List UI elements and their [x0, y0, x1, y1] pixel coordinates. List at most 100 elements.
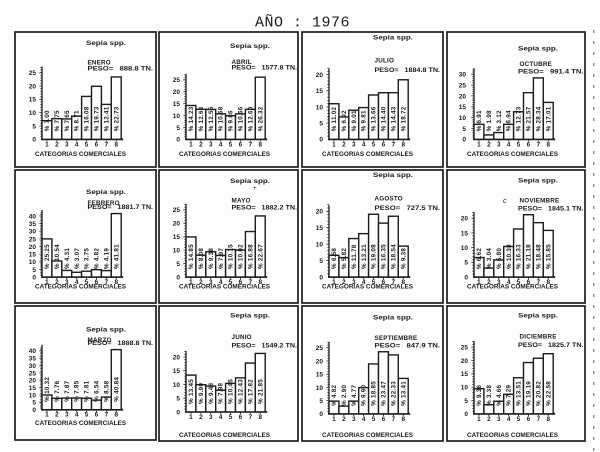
svg-text:7: 7 — [392, 141, 396, 148]
svg-text:% 22.73: % 22.73 — [113, 106, 120, 131]
svg-text:6: 6 — [95, 279, 99, 286]
svg-text:10: 10 — [173, 113, 181, 120]
svg-text:15: 15 — [461, 230, 469, 237]
svg-text:% 12.73: % 12.73 — [516, 106, 523, 131]
svg-text:Sepia spp.: Sepia spp. — [86, 327, 126, 334]
svg-text:5: 5 — [319, 398, 323, 405]
svg-text:% 18.85: % 18.85 — [371, 381, 378, 406]
svg-text:% 4.77: % 4.77 — [351, 384, 358, 405]
svg-text:2: 2 — [342, 416, 346, 423]
svg-text:15: 15 — [29, 252, 37, 259]
svg-text:% 12.63: % 12.63 — [198, 106, 205, 131]
svg-text:6: 6 — [239, 141, 243, 148]
svg-text:% 16.08: % 16.08 — [84, 106, 91, 131]
svg-text:0: 0 — [464, 274, 468, 281]
svg-text:% 13.45: % 13.45 — [188, 379, 195, 404]
svg-text:NOVIEMBRE: NOVIEMBRE — [520, 198, 560, 205]
svg-text:MAYO: MAYO — [232, 198, 251, 205]
svg-text:35: 35 — [29, 221, 37, 228]
svg-text:2: 2 — [487, 416, 491, 423]
svg-text:20: 20 — [316, 72, 324, 79]
svg-text:1: 1 — [332, 279, 336, 286]
svg-text:2: 2 — [342, 141, 346, 148]
svg-text:1: 1 — [332, 416, 336, 423]
svg-text:% 7.29: % 7.29 — [506, 384, 513, 405]
svg-text:1: 1 — [189, 414, 193, 421]
svg-text:CATEGORIAS COMERCIALES: CATEGORIAS COMERCIALES — [467, 432, 558, 439]
svg-text:5: 5 — [372, 141, 376, 148]
svg-text:0: 0 — [462, 137, 466, 144]
svg-text:8: 8 — [114, 412, 118, 419]
svg-text:25: 25 — [459, 83, 467, 90]
svg-text:8: 8 — [258, 141, 262, 148]
svg-text:% 4.82: % 4.82 — [94, 248, 101, 269]
svg-text:% 3.04: % 3.04 — [486, 248, 493, 269]
svg-text:1: 1 — [477, 279, 481, 286]
svg-text:5: 5 — [229, 414, 233, 421]
svg-text:6: 6 — [527, 279, 531, 286]
svg-text:1: 1 — [189, 279, 193, 286]
svg-text:7: 7 — [249, 141, 253, 148]
svg-text:5: 5 — [319, 121, 323, 128]
svg-text:CATEGORIAS COMERCIALES: CATEGORIAS COMERCIALES — [322, 432, 413, 439]
svg-text:7: 7 — [105, 279, 109, 286]
svg-text:% 12.55: % 12.55 — [208, 106, 215, 131]
svg-text:20: 20 — [461, 216, 469, 223]
svg-text:CATEGORIAS COMERCIALES: CATEGORIAS COMERCIALES — [35, 420, 126, 427]
svg-text:% 3.07: % 3.07 — [74, 248, 81, 269]
svg-text:CATEGORIAS COMERCIALES: CATEGORIAS COMERCIALES — [35, 284, 126, 291]
svg-text:2: 2 — [487, 141, 491, 148]
svg-text:Sepia spp.: Sepia spp. — [230, 43, 270, 50]
svg-text:6: 6 — [527, 141, 531, 148]
svg-text:CATEGORIAS COMERCIALES: CATEGORIAS COMERCIALES — [179, 284, 270, 291]
svg-text:30: 30 — [29, 229, 37, 236]
svg-text:0: 0 — [176, 274, 180, 281]
svg-text:% 19.73: % 19.73 — [94, 106, 101, 131]
svg-text:% 17.01: % 17.01 — [545, 106, 552, 131]
svg-text:% 5.80: % 5.80 — [496, 248, 503, 269]
svg-text:CATEGORIAS COMERCIALES: CATEGORIAS COMERCIALES — [467, 284, 558, 291]
svg-text:5: 5 — [176, 261, 180, 268]
svg-text:% 16.88: % 16.88 — [247, 244, 254, 269]
svg-text:% 13.66: % 13.66 — [371, 106, 378, 131]
svg-text:% 6.91: % 6.91 — [476, 110, 483, 131]
svg-text:ENERO: ENERO — [88, 59, 111, 66]
svg-text:15: 15 — [29, 385, 37, 392]
svg-text:15: 15 — [459, 104, 467, 111]
svg-text:% 4.66: % 4.66 — [496, 384, 503, 405]
svg-text:2: 2 — [55, 279, 59, 286]
svg-text:% 13.21: % 13.21 — [361, 244, 368, 269]
svg-text:6: 6 — [95, 412, 99, 419]
svg-text:% 5.82: % 5.82 — [341, 248, 348, 269]
svg-text:Sepia spp.: Sepia spp. — [373, 172, 413, 179]
svg-text:DICIEMBRE: DICIEMBRE — [520, 334, 557, 341]
svg-text:8: 8 — [401, 416, 405, 423]
svg-text:Sepia spp.: Sepia spp. — [86, 189, 126, 196]
svg-text:10: 10 — [316, 104, 324, 111]
svg-text:10: 10 — [461, 245, 469, 252]
svg-text:% 1.98: % 1.98 — [486, 110, 493, 131]
svg-text:7: 7 — [249, 414, 253, 421]
svg-text:5: 5 — [229, 141, 233, 148]
svg-text:% 22.58: % 22.58 — [545, 381, 552, 406]
svg-text:7: 7 — [392, 279, 396, 286]
svg-text:CATEGORIAS COMERCIALES: CATEGORIAS COMERCIALES — [35, 151, 126, 158]
svg-text:Sepia spp.: Sepia spp. — [230, 178, 270, 185]
svg-text:1: 1 — [45, 279, 49, 286]
svg-text:8: 8 — [114, 141, 118, 148]
svg-text:6: 6 — [382, 416, 386, 423]
svg-text:% 23.47: % 23.47 — [381, 381, 388, 406]
svg-text:5: 5 — [372, 279, 376, 286]
svg-text:15: 15 — [316, 225, 324, 232]
svg-text:% 10.54: % 10.54 — [54, 244, 61, 269]
svg-text:Sepia spp.: Sepia spp. — [230, 313, 270, 320]
svg-text:% 14.43: % 14.43 — [390, 106, 397, 131]
svg-text:6: 6 — [382, 141, 386, 148]
svg-text:25: 25 — [461, 344, 469, 351]
svg-text:% 7.00: % 7.00 — [44, 110, 51, 131]
svg-text:2: 2 — [342, 279, 346, 286]
svg-text:5: 5 — [372, 416, 376, 423]
svg-text:MARZO: MARZO — [88, 337, 112, 344]
svg-text:Sepia spp.: Sepia spp. — [518, 46, 558, 53]
svg-text:4: 4 — [362, 279, 366, 286]
